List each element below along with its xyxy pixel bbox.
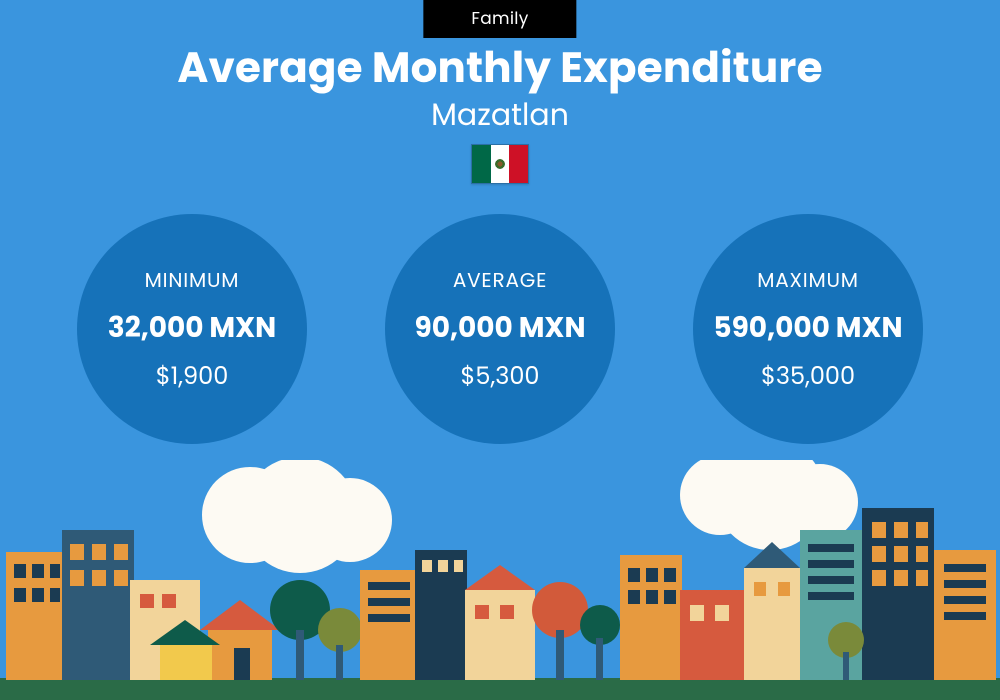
- page-title: Average Monthly Expenditure: [0, 36, 1000, 99]
- stat-label: AVERAGE: [453, 265, 547, 295]
- stat-circles: MINIMUM 32,000 MXN $1,900 AVERAGE 90,000…: [0, 214, 1000, 444]
- stat-circle-max: MAXIMUM 590,000 MXN $35,000: [693, 214, 923, 444]
- stat-sub: $1,900: [156, 359, 229, 394]
- stat-main: 32,000 MXN: [108, 307, 276, 349]
- stat-main: 90,000 MXN: [415, 307, 586, 349]
- category-tag-label: Family: [471, 6, 528, 30]
- stat-sub: $5,300: [460, 359, 539, 394]
- stat-circle-avg: AVERAGE 90,000 MXN $5,300: [385, 214, 615, 444]
- cityscape-illustration: [0, 460, 1000, 700]
- category-tag: Family: [423, 0, 576, 38]
- stat-main: 590,000 MXN: [713, 307, 902, 349]
- stat-label: MINIMUM: [145, 265, 240, 295]
- stat-circle-min: MINIMUM 32,000 MXN $1,900: [77, 214, 307, 444]
- infographic-canvas: Family Average Monthly Expenditure Mazat…: [0, 0, 1000, 700]
- stat-label: MAXIMUM: [757, 265, 859, 295]
- stat-sub: $35,000: [761, 359, 855, 394]
- city-subtitle: Mazatlan: [0, 92, 1000, 138]
- mexico-flag-icon: [471, 144, 529, 184]
